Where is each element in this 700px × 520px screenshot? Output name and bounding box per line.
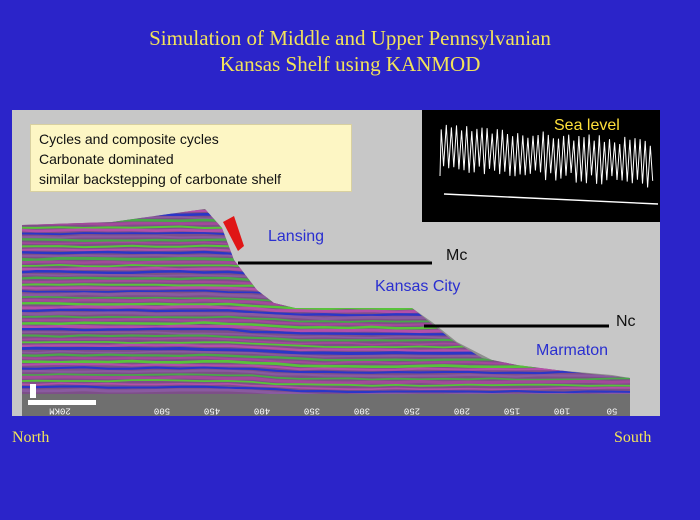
scale-bar-label: 20KM — [49, 406, 71, 416]
notes-box: Cycles and composite cycles Carbonate do… — [30, 124, 352, 192]
stratum-band — [22, 382, 630, 391]
mc-label: Mc — [446, 247, 468, 264]
marmaton-label: Marmaton — [536, 342, 609, 359]
stratum-band — [22, 375, 630, 385]
sea-level-curve — [439, 124, 659, 205]
stratum-band — [22, 366, 630, 375]
axis-tick-label: 250 — [404, 406, 420, 416]
stratum-band — [22, 379, 630, 387]
cross-section-graphic: 20KM 500 450 400 350 300 250 200 150 100 50 — [22, 209, 630, 416]
simulation-figure: 20KM 500 450 400 350 300 250 200 150 100 50 Cycles… — [12, 110, 660, 416]
sea-level-inset: Sea level — [422, 110, 660, 222]
stratum-band — [22, 388, 630, 394]
slide-title-line-1: Simulation of Middle and Upper Pennsylva… — [149, 26, 551, 50]
strata-layers — [22, 209, 630, 394]
axis-tick-label: 300 — [354, 406, 370, 416]
kansas-city-label: Kansas City — [375, 278, 461, 295]
nc-label: Nc — [616, 313, 636, 330]
reef-marker — [223, 216, 244, 251]
note-line: similar backstepping of carbonate shelf — [39, 171, 282, 187]
south-label: South — [614, 429, 652, 446]
lansing-label: Lansing — [268, 228, 325, 245]
sea-level-label: Sea level — [554, 117, 620, 134]
stratum-band — [22, 362, 630, 371]
note-line: Carbonate dominated — [39, 151, 174, 167]
stratum-band — [22, 373, 630, 381]
note-line: Cycles and composite cycles — [39, 131, 219, 147]
stratum-band — [22, 369, 630, 378]
axis-tick-label: 450 — [204, 406, 220, 416]
axis-tick-label: 50 — [607, 406, 618, 416]
slide-title-line-2: Kansas Shelf using KANMOD — [219, 52, 481, 76]
axis-tick-label: 500 — [154, 406, 170, 416]
stratum-band — [22, 385, 630, 394]
axis-tick-label: 350 — [304, 406, 320, 416]
north-label: North — [12, 429, 50, 446]
axis-tick-label: 100 — [554, 406, 570, 416]
axis-tick-label: 400 — [254, 406, 270, 416]
axis-tick-label: 150 — [504, 406, 520, 416]
axis-tick-label: 200 — [454, 406, 470, 416]
scale-bar — [28, 400, 96, 405]
axis-strip — [22, 394, 630, 416]
scale-bar-tick — [30, 384, 36, 398]
